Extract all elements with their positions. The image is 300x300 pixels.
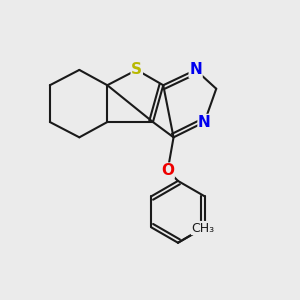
Text: N: N: [189, 62, 202, 77]
Text: S: S: [131, 62, 142, 77]
Text: N: N: [198, 115, 211, 130]
Text: CH₃: CH₃: [191, 221, 214, 235]
Text: O: O: [161, 163, 174, 178]
